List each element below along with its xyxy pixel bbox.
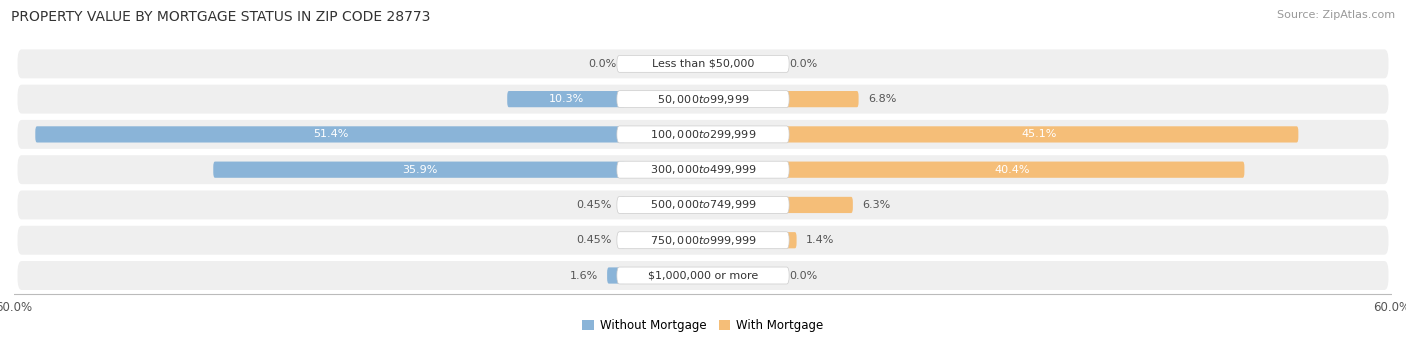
FancyBboxPatch shape <box>35 126 626 143</box>
Legend: Without Mortgage, With Mortgage: Without Mortgage, With Mortgage <box>578 314 828 337</box>
Text: 0.45%: 0.45% <box>576 200 612 210</box>
FancyBboxPatch shape <box>617 232 789 249</box>
Text: 0.0%: 0.0% <box>790 59 818 69</box>
FancyBboxPatch shape <box>17 155 1389 184</box>
FancyBboxPatch shape <box>780 91 859 107</box>
FancyBboxPatch shape <box>17 261 1389 290</box>
Text: Less than $50,000: Less than $50,000 <box>652 59 754 69</box>
FancyBboxPatch shape <box>620 197 626 213</box>
FancyBboxPatch shape <box>780 126 1298 143</box>
Text: 0.45%: 0.45% <box>576 235 612 245</box>
Text: $750,000 to $999,999: $750,000 to $999,999 <box>650 234 756 247</box>
Text: 51.4%: 51.4% <box>312 129 349 139</box>
FancyBboxPatch shape <box>508 91 626 107</box>
FancyBboxPatch shape <box>17 191 1389 219</box>
FancyBboxPatch shape <box>17 120 1389 149</box>
Text: 45.1%: 45.1% <box>1022 129 1057 139</box>
FancyBboxPatch shape <box>17 226 1389 255</box>
FancyBboxPatch shape <box>780 162 1244 178</box>
FancyBboxPatch shape <box>780 197 853 213</box>
FancyBboxPatch shape <box>617 55 789 72</box>
FancyBboxPatch shape <box>617 161 789 178</box>
Text: 35.9%: 35.9% <box>402 165 437 175</box>
Text: 1.6%: 1.6% <box>569 270 598 281</box>
Text: 0.0%: 0.0% <box>588 59 616 69</box>
Text: PROPERTY VALUE BY MORTGAGE STATUS IN ZIP CODE 28773: PROPERTY VALUE BY MORTGAGE STATUS IN ZIP… <box>11 10 430 24</box>
Text: 10.3%: 10.3% <box>548 94 583 104</box>
FancyBboxPatch shape <box>607 267 626 284</box>
Text: $1,000,000 or more: $1,000,000 or more <box>648 270 758 281</box>
FancyBboxPatch shape <box>617 196 789 213</box>
Text: $50,000 to $99,999: $50,000 to $99,999 <box>657 93 749 106</box>
FancyBboxPatch shape <box>17 49 1389 78</box>
FancyBboxPatch shape <box>780 232 797 248</box>
FancyBboxPatch shape <box>617 91 789 108</box>
Text: 40.4%: 40.4% <box>994 165 1031 175</box>
Text: 6.8%: 6.8% <box>868 94 896 104</box>
FancyBboxPatch shape <box>617 267 789 284</box>
FancyBboxPatch shape <box>17 85 1389 114</box>
FancyBboxPatch shape <box>617 126 789 143</box>
Text: $300,000 to $499,999: $300,000 to $499,999 <box>650 163 756 176</box>
FancyBboxPatch shape <box>620 232 626 248</box>
Text: 1.4%: 1.4% <box>806 235 834 245</box>
Text: 6.3%: 6.3% <box>862 200 890 210</box>
Text: 0.0%: 0.0% <box>790 270 818 281</box>
Text: $500,000 to $749,999: $500,000 to $749,999 <box>650 198 756 211</box>
Text: Source: ZipAtlas.com: Source: ZipAtlas.com <box>1277 10 1395 20</box>
Text: $100,000 to $299,999: $100,000 to $299,999 <box>650 128 756 141</box>
FancyBboxPatch shape <box>214 162 626 178</box>
